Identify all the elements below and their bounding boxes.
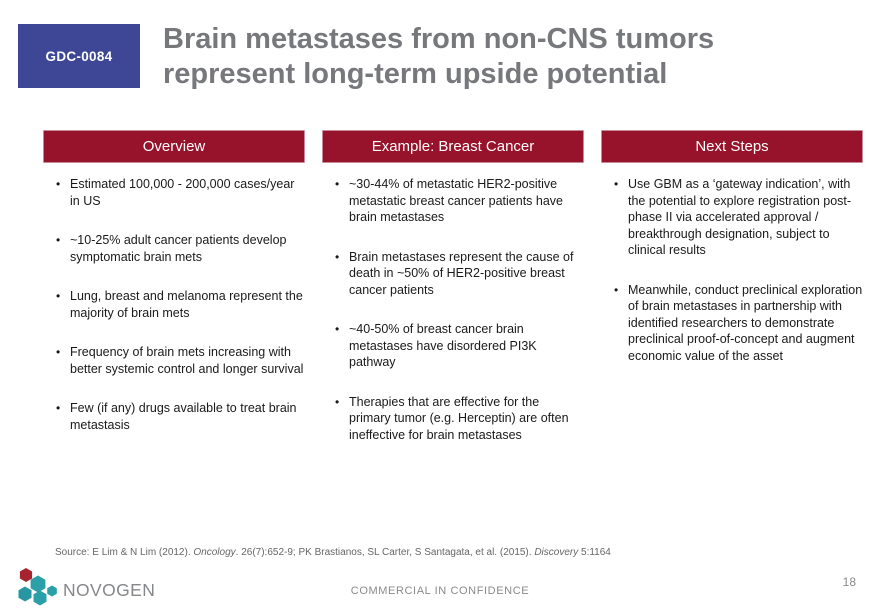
- bullet-item: ~40-50% of breast cancer brain metastase…: [322, 321, 584, 371]
- bullet-item: Frequency of brain mets increasing with …: [43, 344, 305, 377]
- bullet-item: Therapies that are effective for the pri…: [322, 394, 584, 444]
- column-breast-cancer-header: Example: Breast Cancer: [322, 130, 584, 163]
- column-next-steps: Next Steps Use GBM as a ‘gateway indicat…: [601, 130, 863, 387]
- page-number: 18: [842, 575, 856, 589]
- slide-title: Brain metastases from non-CNS tumors rep…: [163, 22, 714, 92]
- novogen-logo: NOVOGEN: [16, 567, 155, 609]
- source-segment-journal: Discovery: [534, 547, 579, 558]
- column-overview: Overview Estimated 100,000 - 200,000 cas…: [43, 130, 305, 456]
- bullet-item: Estimated 100,000 - 200,000 cases/year i…: [43, 176, 305, 209]
- column-breast-cancer-body: ~30-44% of metastatic HER2-positive meta…: [322, 176, 584, 443]
- bullet-item: Use GBM as a ‘gateway indication’, with …: [601, 176, 863, 259]
- source-segment: Source: E Lim & N Lim (2012).: [55, 547, 194, 558]
- column-overview-body: Estimated 100,000 - 200,000 cases/year i…: [43, 176, 305, 433]
- slide-title-line1: Brain metastases from non-CNS tumors: [163, 23, 715, 55]
- bullet-list: Estimated 100,000 - 200,000 cases/year i…: [43, 176, 305, 433]
- source-segment-journal: Oncology: [193, 547, 236, 558]
- column-next-steps-body: Use GBM as a ‘gateway indication’, with …: [601, 176, 863, 364]
- bullet-item: Few (if any) drugs available to treat br…: [43, 400, 305, 433]
- bullet-item: ~10-25% adult cancer patients develop sy…: [43, 232, 305, 265]
- bullet-list: ~30-44% of metastatic HER2-positive meta…: [322, 176, 584, 443]
- bullet-item: Meanwhile, conduct preclinical explorati…: [601, 282, 863, 365]
- source-citation: Source: E Lim & N Lim (2012). Oncology. …: [55, 547, 611, 558]
- bullet-item: Brain metastases represent the cause of …: [322, 249, 584, 299]
- column-next-steps-header: Next Steps: [601, 130, 863, 163]
- column-breast-cancer: Example: Breast Cancer ~30-44% of metast…: [322, 130, 584, 466]
- novogen-hexagons-icon: [18, 568, 57, 606]
- column-overview-header: Overview: [43, 130, 305, 163]
- bullet-item: ~30-44% of metastatic HER2-positive meta…: [322, 176, 584, 226]
- product-badge-label: GDC-0084: [45, 48, 113, 64]
- classification-label: COMMERCIAL IN CONFIDENCE: [350, 585, 530, 597]
- source-segment: 5:1164: [578, 547, 611, 558]
- novogen-logo-text: NOVOGEN: [63, 579, 156, 600]
- source-segment: . 26(7):652-9; PK Brastianos, SL Carter,…: [235, 547, 535, 558]
- bullet-item: Lung, breast and melanoma represent the …: [43, 288, 305, 321]
- product-badge: GDC-0084: [18, 24, 140, 88]
- bullet-list: Use GBM as a ‘gateway indication’, with …: [601, 176, 863, 364]
- slide-title-line2: represent long-term upside potential: [163, 58, 668, 90]
